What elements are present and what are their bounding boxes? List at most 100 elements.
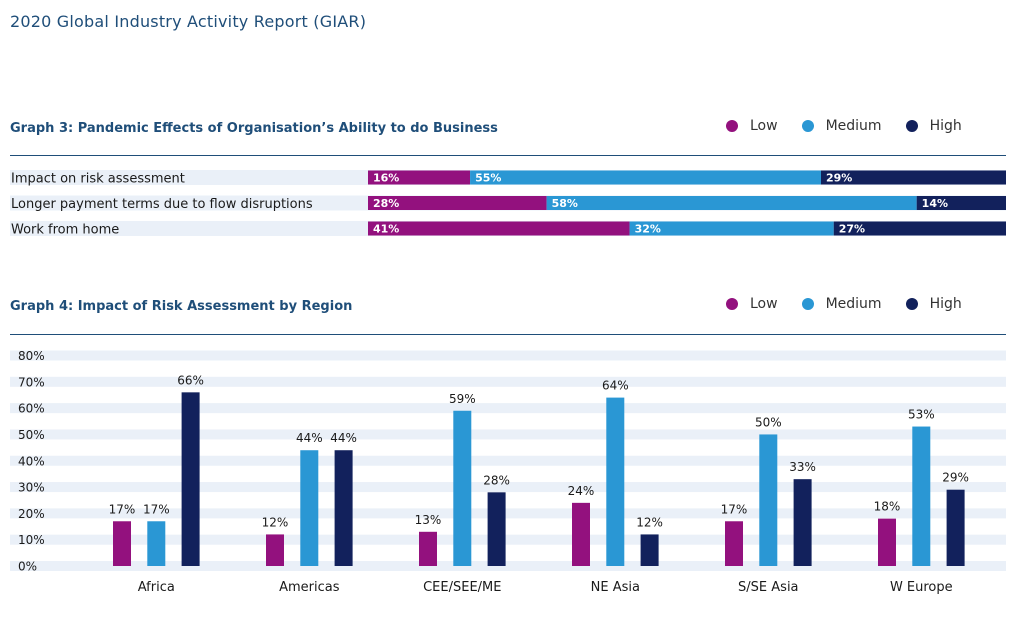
graph4-value-label: 66% <box>177 373 204 387</box>
graph3-legend: Low Medium High <box>726 118 962 134</box>
graph4-gridline <box>10 455 1006 466</box>
graph3-bar-low <box>368 221 630 236</box>
graph4-rule <box>10 334 1006 335</box>
graph3-category-label: Work from home <box>11 223 119 238</box>
graph4-value-label: 13% <box>415 513 442 527</box>
legend-high-label: High <box>929 296 962 312</box>
graph4-value-label: 17% <box>721 502 748 516</box>
graph4-bar-medium <box>606 397 625 566</box>
graph4-value-label: 44% <box>296 431 323 445</box>
graph4-bar-high <box>946 489 965 566</box>
graph4-value-label: 64% <box>602 379 629 393</box>
graph4-gridline <box>10 561 1006 571</box>
graph4-bar-low <box>725 521 743 566</box>
graph3-value-label: 41% <box>373 223 399 236</box>
graph3-bar-high <box>820 170 1006 185</box>
graph4-tick-label: 20% <box>18 507 45 521</box>
graph3-category-label: Impact on risk assessment <box>11 172 185 187</box>
graph4-bar-low <box>266 534 284 566</box>
graph4-bar-high <box>334 450 353 566</box>
legend-medium-swatch <box>801 298 814 310</box>
graph3-value-label: 32% <box>635 223 661 236</box>
legend-low: Low <box>726 296 778 312</box>
graph4-value-label: 53% <box>908 408 935 422</box>
graph3-bar-medium <box>470 170 821 185</box>
graph4-value-label: 17% <box>109 502 136 516</box>
graph4-value-label: 33% <box>789 460 816 474</box>
graph3-bar-high <box>833 221 1006 236</box>
graph4-tick-label: 40% <box>18 454 45 468</box>
graph4-bar-high <box>793 479 812 566</box>
legend-low-label: Low <box>750 296 778 312</box>
graph3-bar-medium <box>629 221 834 236</box>
graph4-value-label: 59% <box>449 392 476 406</box>
graph4-value-label: 12% <box>262 515 289 529</box>
legend-high-label: High <box>929 118 962 134</box>
graph4-gridline <box>10 403 1006 414</box>
graph3-bar-low <box>368 170 471 185</box>
graph4-title: Graph 4: Impact of Risk Assessment by Re… <box>10 299 353 314</box>
graph4-value-label: 24% <box>568 484 595 498</box>
graph4-bar-medium <box>759 434 778 566</box>
graph3-value-label: 28% <box>373 197 399 210</box>
graph4-category-label: CEE/SEE/ME <box>423 580 501 595</box>
legend-medium-swatch <box>801 120 814 132</box>
graph4-tick-label: 70% <box>18 375 45 389</box>
graph4-tick-label: 30% <box>18 481 45 495</box>
graph3-value-label: 27% <box>839 223 865 236</box>
graph3-value-label: 29% <box>826 172 852 185</box>
graph4-category-label: Americas <box>279 580 340 595</box>
graph3-value-label: 16% <box>373 172 399 185</box>
graph3-value-label: 14% <box>922 197 948 210</box>
graph4-value-label: 17% <box>143 502 170 516</box>
graph4-bar-high <box>640 534 659 566</box>
graph4-gridline <box>10 376 1006 387</box>
graph4-gridline <box>10 508 1006 519</box>
graph4-category-label: S/SE Asia <box>738 580 798 595</box>
graph3-rule <box>10 155 1006 156</box>
graph4-tick-label: 10% <box>18 533 45 547</box>
graph4-value-label: 50% <box>755 415 782 429</box>
graph4-gridline <box>10 350 1006 361</box>
legend-high-swatch <box>905 120 918 132</box>
graph4-bar-low <box>113 521 131 566</box>
graph4-category-label: W Europe <box>890 580 953 595</box>
legend-low-swatch <box>726 298 738 310</box>
graph3-bar-low <box>368 196 547 210</box>
graph4-value-label: 44% <box>330 431 357 445</box>
legend-low-swatch <box>726 120 738 132</box>
graph4-bar-medium <box>453 410 472 566</box>
graph3-bar-high <box>916 196 1006 210</box>
report-title: 2020 Global Industry Activity Report (GI… <box>10 12 367 31</box>
graph4-gridline <box>10 482 1006 493</box>
legend-medium-label: Medium <box>825 118 882 134</box>
graph4-chart: 80% 70% 60% 50% 40% 30% 20% 10% 0% 17% 17% 66% Afric… <box>10 349 1006 595</box>
graph4-value-label: 29% <box>942 471 969 485</box>
graph4-bar-low <box>419 531 437 566</box>
legend-high: High <box>905 118 962 134</box>
graph3-category-label: Longer payment terms due to flow disrupt… <box>11 197 313 212</box>
graph4-tick-label: 80% <box>18 349 45 363</box>
legend-low-label: Low <box>750 118 778 134</box>
graph4-bar-low <box>572 502 590 566</box>
graph3-bar-medium <box>546 196 917 210</box>
graph4-tick-label: 50% <box>18 428 45 442</box>
graph4-bar-medium <box>300 450 319 566</box>
graph4-value-label: 28% <box>483 473 510 487</box>
graph4-value-label: 18% <box>874 500 901 514</box>
graph4-category-label: Africa <box>138 580 175 595</box>
legend-low: Low <box>726 118 778 134</box>
legend-medium: Medium <box>801 296 882 312</box>
graph4-tick-label: 60% <box>18 402 45 416</box>
graph4-bar-high <box>487 492 506 566</box>
graph3-value-label: 58% <box>552 197 578 210</box>
graph3-value-label: 55% <box>475 172 501 185</box>
graph4-bar-low <box>878 518 896 566</box>
graph4-gridline <box>10 429 1006 440</box>
graph4-category-label: NE Asia <box>591 580 640 595</box>
graph4-bar-high <box>181 392 200 566</box>
graph4-bar-medium <box>147 521 166 566</box>
graph3-chart: Impact on risk assessment 16% 55% 29% Longer… <box>10 170 1006 238</box>
graph4-legend: Low Medium High <box>726 296 962 312</box>
graph3-title: Graph 3: Pandemic Effects of Organisatio… <box>10 121 498 136</box>
